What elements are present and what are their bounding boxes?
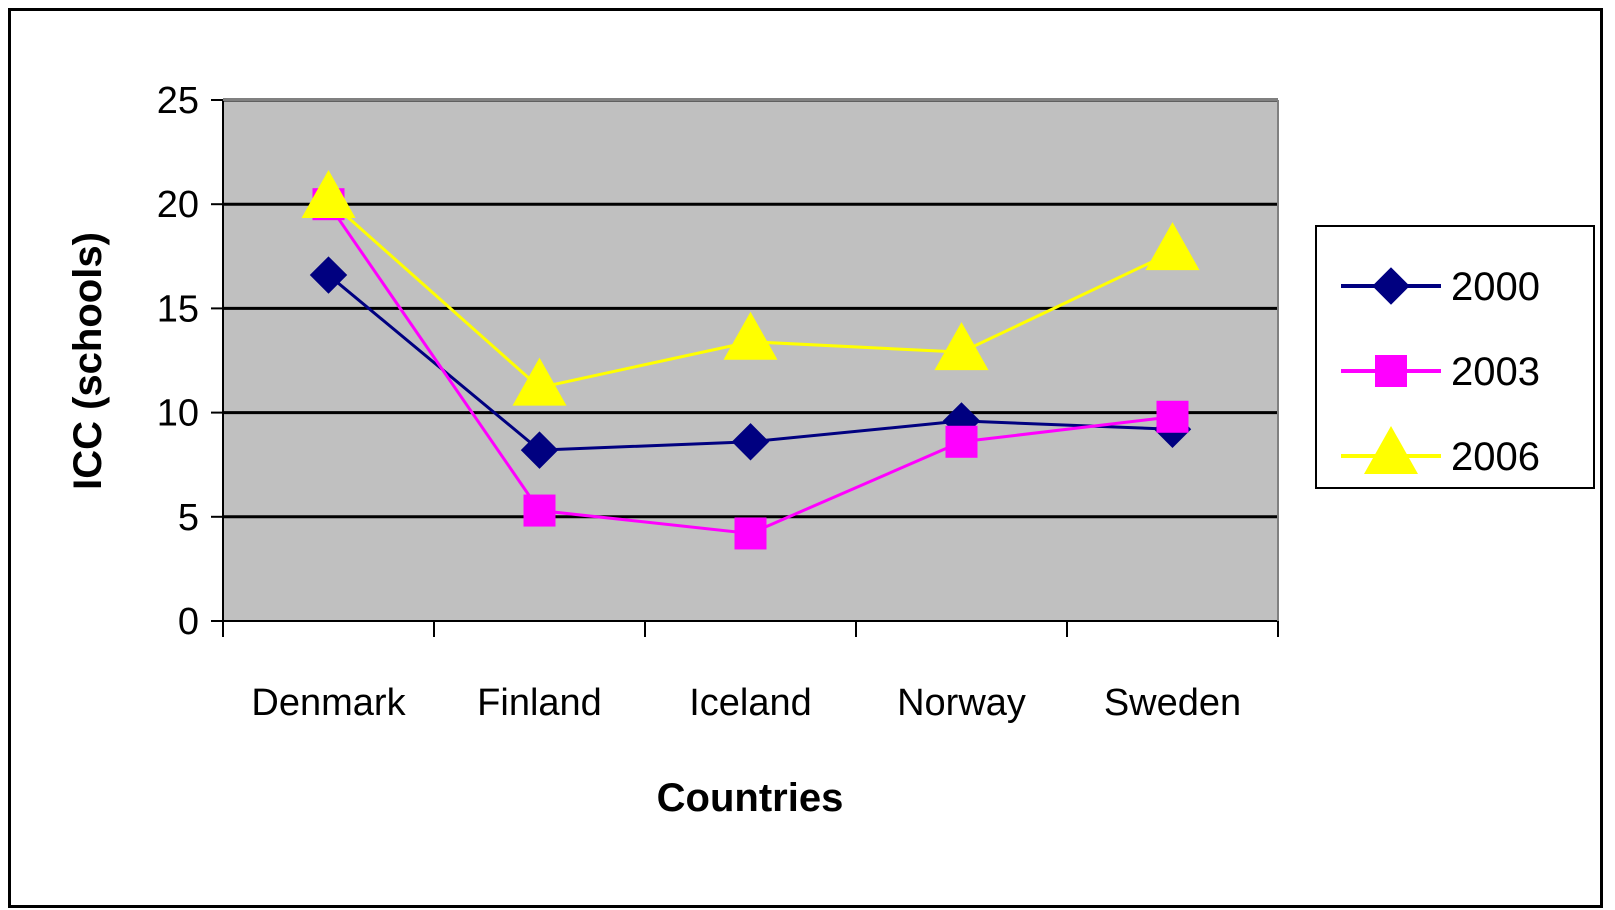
point-2006-norway	[934, 322, 989, 371]
x-tick-label-sweden: Sweden	[1104, 682, 1241, 724]
y-tick-labels: 0 5 10 15 20 25	[157, 80, 199, 643]
legend-marker-2006	[1364, 426, 1418, 474]
point-2006-iceland	[723, 311, 778, 360]
point-2000-iceland	[731, 423, 770, 461]
point-2003-sweden	[1156, 400, 1189, 433]
axes	[211, 99, 1279, 637]
y-axis-title: ICC (schools)	[66, 232, 110, 490]
line-chart: 0 5 10 15 20 25 Denmark Finland Iceland Norway Sw…	[66, 80, 1595, 820]
y-tick-label: 20	[157, 184, 199, 226]
legend-label-2003: 2003	[1451, 350, 1540, 394]
x-tick-label-iceland: Iceland	[689, 682, 812, 724]
point-2000-finland	[520, 431, 559, 469]
legend-marker-2003	[1375, 355, 1407, 387]
point-2006-sweden	[1145, 222, 1200, 271]
chart-frame: 0 5 10 15 20 25 Denmark Finland Iceland Norway Sw…	[8, 8, 1603, 908]
x-tick-label-norway: Norway	[897, 682, 1026, 724]
y-tick-label: 5	[178, 497, 199, 539]
legend-marker-2000	[1372, 267, 1410, 305]
legend-label-2000: 2000	[1451, 265, 1540, 309]
legend: 2000 2003 2006	[1315, 225, 1595, 489]
point-2006-denmark	[301, 170, 356, 219]
x-tick-labels: Denmark Finland Iceland Norway Sweden	[251, 682, 1241, 724]
y-tick-label: 15	[157, 288, 199, 330]
y-tick-label: 10	[157, 393, 199, 435]
point-2000-denmark	[309, 256, 348, 294]
point-2003-iceland	[734, 517, 767, 550]
x-tick-label-finland: Finland	[477, 682, 602, 724]
legend-label-2006: 2006	[1451, 435, 1540, 479]
series-markers	[301, 170, 1200, 550]
y-tick-label: 0	[178, 601, 199, 643]
x-tick-label-denmark: Denmark	[251, 682, 406, 724]
point-2003-norway	[945, 425, 978, 458]
x-axis-title: Countries	[657, 776, 844, 820]
y-tick-label: 25	[157, 80, 199, 122]
point-2003-finland	[523, 494, 556, 527]
point-2006-finland	[512, 357, 567, 406]
legend-box	[1315, 225, 1595, 489]
